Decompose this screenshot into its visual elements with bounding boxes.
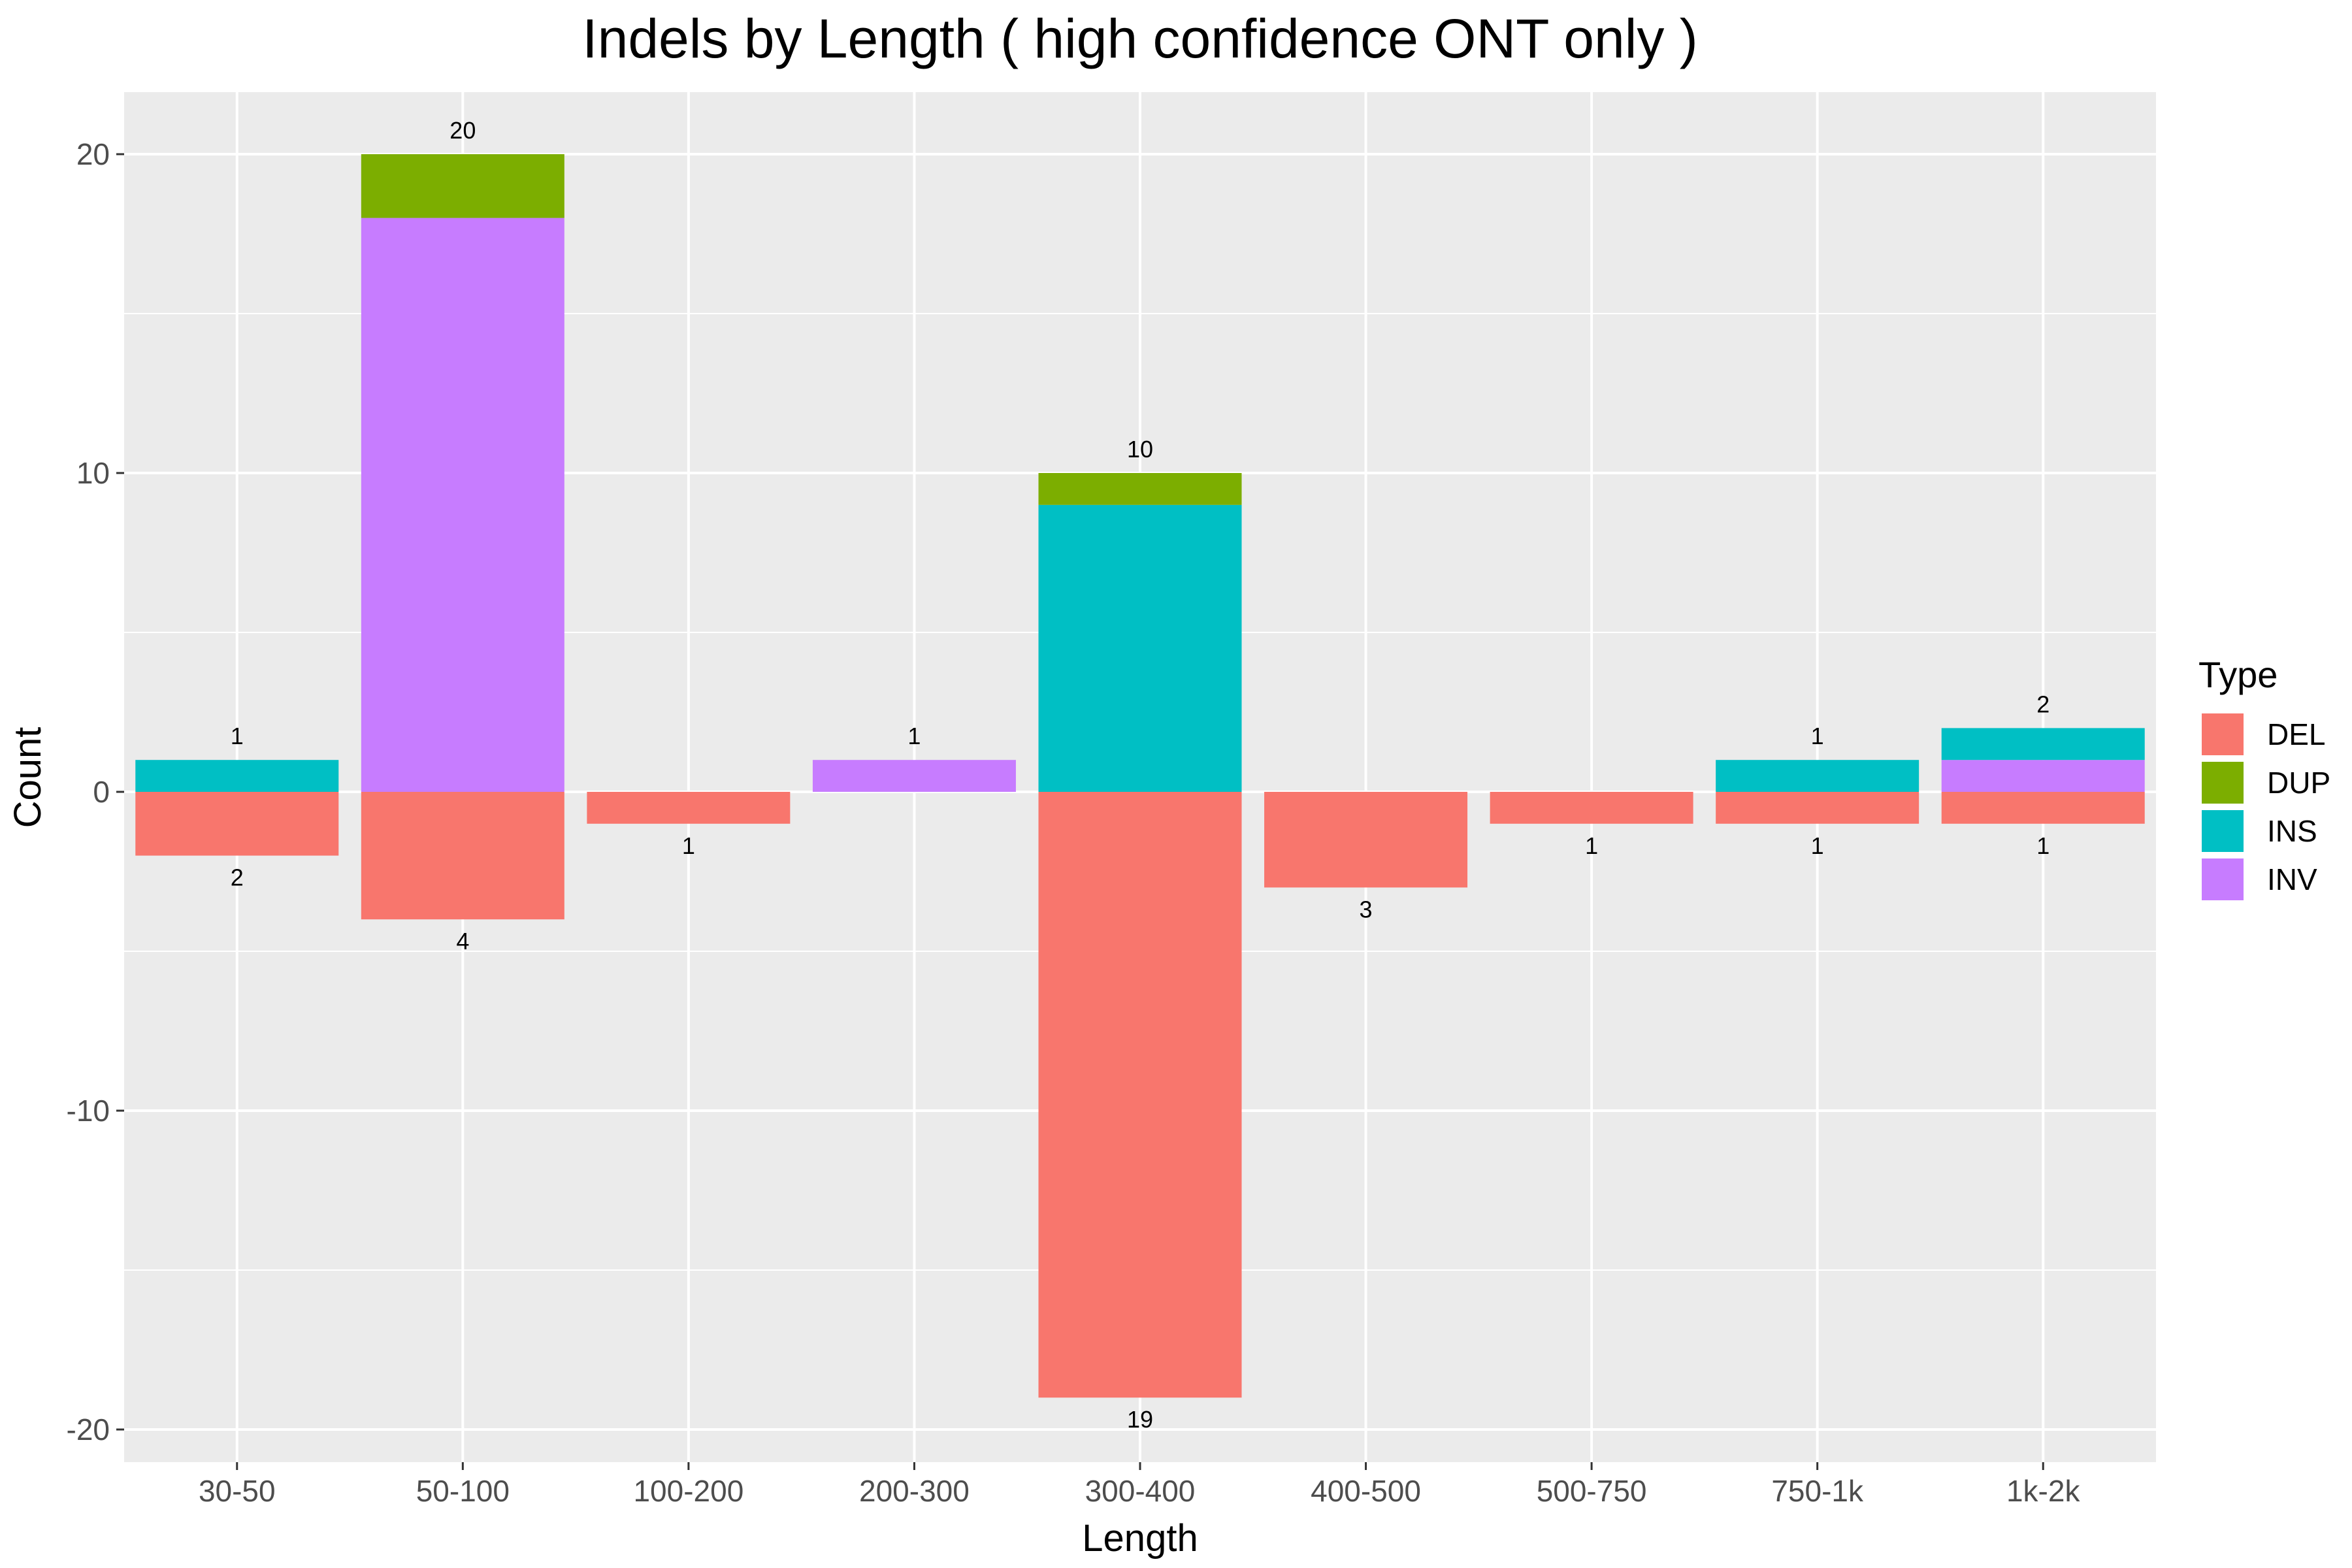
data-label-negative: 1 [2036, 832, 2050, 859]
data-label-negative: 1 [1585, 832, 1598, 859]
legend-label-del: DEL [2267, 717, 2325, 751]
bar-inv-50-100 [361, 218, 564, 792]
y-tick-label: 10 [76, 456, 110, 490]
x-tick-label: 400-500 [1311, 1474, 1421, 1508]
data-label-positive: 1 [907, 723, 921, 749]
data-label-negative: 1 [1811, 832, 1824, 859]
x-tick-label: 100-200 [633, 1474, 743, 1508]
y-tick-label: -20 [67, 1413, 110, 1446]
legend-key-inv [2202, 858, 2244, 900]
data-label-positive: 20 [449, 117, 476, 144]
bar-ins-30-50 [135, 760, 339, 792]
legend-label-ins: INS [2267, 814, 2317, 848]
y-tick-label: 20 [76, 137, 110, 171]
data-label-negative: 3 [1360, 896, 1373, 923]
bar-ins-300-400 [1038, 504, 1242, 792]
data-label-negative: 1 [682, 832, 695, 859]
data-labels: 1 2 20 4 1 1 10 19 3 1 1 1 2 1 [231, 117, 2050, 1433]
data-label-negative: 2 [231, 864, 244, 891]
legend-label-inv: INV [2267, 862, 2317, 896]
x-tick-label: 50-100 [416, 1474, 510, 1508]
bar-del-1k-2k [1941, 792, 2145, 824]
data-label-positive: 10 [1127, 436, 1153, 463]
bar-inv-1k-2k [1941, 760, 2145, 792]
y-axis-title: Count [7, 727, 49, 828]
data-label-negative: 4 [456, 928, 469, 955]
y-axis: -20 -10 0 10 20 [67, 137, 124, 1446]
x-tick-label: 750-1k [1771, 1474, 1864, 1508]
y-tick-label: -10 [67, 1094, 110, 1128]
x-tick-label: 30-50 [199, 1474, 276, 1508]
legend-title: Type [2198, 654, 2278, 695]
bar-del-750-1k [1716, 792, 1919, 824]
legend-key-ins [2202, 810, 2244, 852]
bar-del-300-400 [1038, 792, 1242, 1398]
x-axis-title: Length [1082, 1517, 1198, 1560]
bar-dup-300-400 [1038, 473, 1242, 505]
x-axis: 30-50 50-100 100-200 200-300 300-400 400-500 5… [199, 1462, 2080, 1508]
x-tick-label: 200-300 [859, 1474, 970, 1508]
bar-del-500-750 [1490, 792, 1693, 824]
legend: Type DEL DUP INS INV [2198, 654, 2330, 900]
bar-del-400-500 [1264, 792, 1468, 888]
data-label-positive: 1 [1811, 723, 1824, 749]
bars [135, 154, 2145, 1398]
x-tick-label: 1k-2k [2006, 1474, 2080, 1508]
legend-label-dup: DUP [2267, 766, 2330, 800]
chart-title: Indels by Length ( high confidence ONT o… [582, 8, 1697, 69]
y-tick-label: 0 [93, 775, 110, 809]
bar-ins-750-1k [1716, 760, 1919, 792]
x-tick-label: 500-750 [1537, 1474, 1647, 1508]
bar-dup-50-100 [361, 154, 564, 218]
data-label-positive: 2 [2036, 691, 2050, 717]
bar-ins-1k-2k [1941, 728, 2145, 760]
x-tick-label: 300-400 [1085, 1474, 1196, 1508]
bar-del-30-50 [135, 792, 339, 856]
bar-del-100-200 [587, 792, 791, 824]
bar-inv-200-300 [812, 760, 1016, 792]
data-label-negative: 19 [1127, 1406, 1153, 1433]
legend-key-dup [2202, 762, 2244, 804]
bar-del-50-100 [361, 792, 564, 920]
legend-key-del [2202, 713, 2244, 755]
data-label-positive: 1 [231, 723, 244, 749]
